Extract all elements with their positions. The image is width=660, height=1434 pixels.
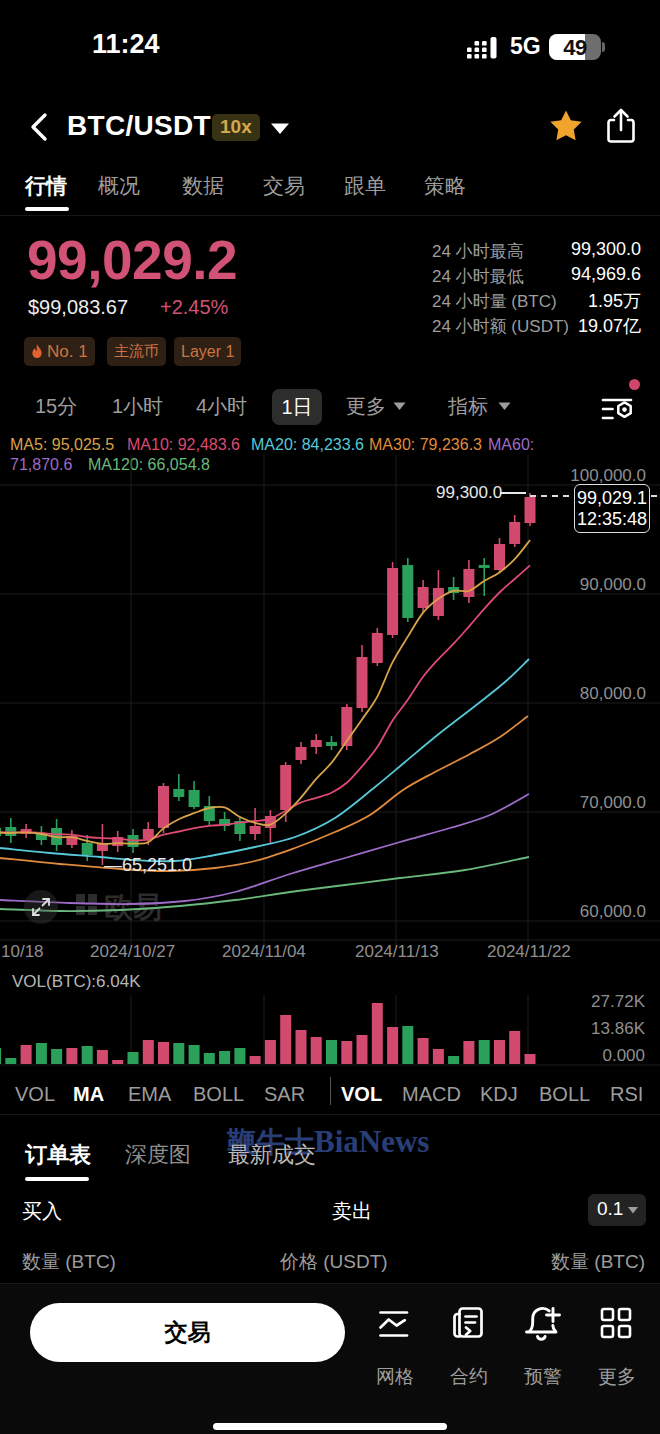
svg-text:欧易: 欧易 [104,891,162,923]
